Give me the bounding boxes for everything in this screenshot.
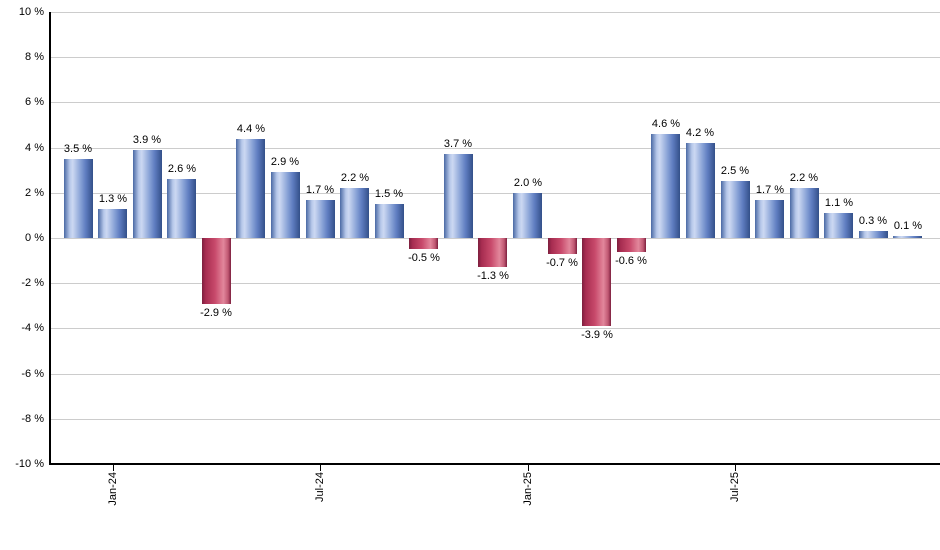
bar-Sep-25 bbox=[790, 188, 819, 238]
gridline-4 bbox=[50, 148, 940, 149]
bar-value-label: 3.5 % bbox=[63, 143, 93, 155]
bar-May-25 bbox=[651, 134, 680, 238]
x-tick-label-Jul-25: Jul-25 bbox=[729, 472, 741, 502]
bar-May-24 bbox=[236, 139, 265, 238]
bar-value-label: 2.0 % bbox=[513, 177, 543, 189]
bar-value-label: 1.5 % bbox=[374, 188, 404, 200]
bar-value-label: 4.6 % bbox=[651, 118, 681, 130]
y-tick-label: 10 % bbox=[18, 6, 44, 18]
gridline-6 bbox=[50, 102, 940, 103]
gridline-8 bbox=[50, 57, 940, 58]
y-tick-label: 4 % bbox=[25, 142, 44, 154]
bar-Jul-25 bbox=[721, 181, 750, 238]
bar-value-label: 0.1 % bbox=[893, 220, 923, 232]
x-tick-mark bbox=[735, 465, 736, 471]
y-tick-label: 0 % bbox=[25, 232, 44, 244]
x-tick-mark bbox=[528, 465, 529, 471]
bar-value-label: 4.4 % bbox=[236, 123, 266, 135]
y-axis-line bbox=[49, 12, 51, 464]
x-tick-label-Jul-24: Jul-24 bbox=[314, 472, 326, 502]
bar-value-label: -0.7 % bbox=[546, 257, 578, 269]
y-tick-label: -4 % bbox=[21, 322, 44, 334]
bar-value-label: 3.7 % bbox=[443, 138, 473, 150]
bar-value-label: -1.3 % bbox=[477, 270, 509, 282]
bar-value-label: -0.5 % bbox=[408, 252, 440, 264]
bar-value-label: 2.9 % bbox=[270, 156, 300, 168]
y-tick-label: 8 % bbox=[25, 51, 44, 63]
bar-Nov-25 bbox=[859, 231, 888, 238]
bar-value-label: -3.9 % bbox=[581, 329, 613, 341]
bar-value-label: 1.3 % bbox=[98, 193, 128, 205]
x-axis-line bbox=[49, 463, 940, 465]
x-tick-label-Jan-25: Jan-25 bbox=[522, 472, 534, 506]
y-tick-label: -6 % bbox=[21, 368, 44, 380]
bar-Nov-24 bbox=[444, 154, 473, 238]
bar-Dec-23 bbox=[64, 159, 93, 238]
gridline--8 bbox=[50, 419, 940, 420]
gridline-2 bbox=[50, 193, 940, 194]
bar-Dec-25 bbox=[893, 236, 922, 238]
bar-Jan-25 bbox=[513, 193, 542, 238]
y-tick-label: 6 % bbox=[25, 96, 44, 108]
y-tick-label: -2 % bbox=[21, 277, 44, 289]
y-tick-label: -10 % bbox=[15, 458, 44, 470]
gridline--2 bbox=[50, 283, 940, 284]
bar-Apr-24 bbox=[202, 238, 231, 304]
bar-Oct-24 bbox=[409, 238, 438, 249]
bar-Aug-25 bbox=[755, 200, 784, 238]
bar-value-label: 4.2 % bbox=[685, 127, 715, 139]
gridline--6 bbox=[50, 374, 940, 375]
bar-Mar-25 bbox=[582, 238, 611, 326]
y-tick-label: 2 % bbox=[25, 187, 44, 199]
bar-value-label: -0.6 % bbox=[615, 255, 647, 267]
x-tick-label-Jan-24: Jan-24 bbox=[107, 472, 119, 506]
bar-Sep-24 bbox=[375, 204, 404, 238]
bar-value-label: 0.3 % bbox=[858, 215, 888, 227]
bar-Mar-24 bbox=[167, 179, 196, 238]
bar-Feb-24 bbox=[133, 150, 162, 238]
bar-Apr-25 bbox=[617, 238, 646, 252]
bar-value-label: 1.7 % bbox=[755, 184, 785, 196]
gridline-10 bbox=[50, 12, 940, 13]
y-tick-label: -8 % bbox=[21, 413, 44, 425]
bar-value-label: 2.2 % bbox=[789, 172, 819, 184]
bar-value-label: 2.6 % bbox=[167, 163, 197, 175]
bar-value-label: 2.2 % bbox=[340, 172, 370, 184]
bar-value-label: 3.9 % bbox=[132, 134, 162, 146]
bar-Jan-24 bbox=[98, 209, 127, 238]
bar-Jul-24 bbox=[306, 200, 335, 238]
bar-value-label: 1.7 % bbox=[305, 184, 335, 196]
gridline--4 bbox=[50, 328, 940, 329]
bar-Oct-25 bbox=[824, 213, 853, 238]
bar-value-label: -2.9 % bbox=[200, 307, 232, 319]
bar-Jun-25 bbox=[686, 143, 715, 238]
bar-Dec-24 bbox=[478, 238, 507, 267]
bar-Aug-24 bbox=[340, 188, 369, 238]
bar-value-label: 1.1 % bbox=[824, 197, 854, 209]
bar-value-label: 2.5 % bbox=[720, 165, 750, 177]
x-tick-mark bbox=[320, 465, 321, 471]
bar-Feb-25 bbox=[548, 238, 577, 254]
bar-Jun-24 bbox=[271, 172, 300, 238]
x-tick-mark bbox=[113, 465, 114, 471]
